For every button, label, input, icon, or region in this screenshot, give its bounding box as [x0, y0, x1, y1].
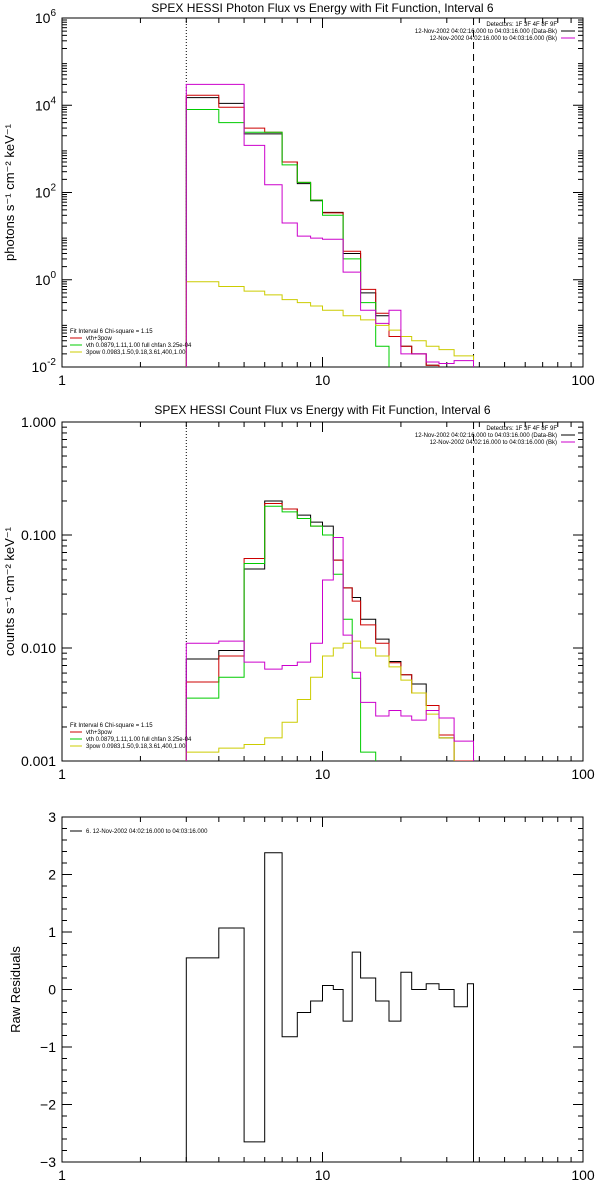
x-tick-label: 100	[571, 766, 595, 782]
chart-panel-2: SPEX HESSI Count Flux vs Energy with Fit…	[2, 403, 595, 782]
x-tick-label: 1	[58, 1167, 66, 1183]
x-tick-label: 1	[58, 372, 66, 388]
legend-left-entry: vth 0.0879,1.11,1.00 full chfan 3.25e-04	[86, 737, 192, 743]
legend-left-entry: vth+3pow	[86, 730, 113, 736]
y-tick-label: 0	[48, 982, 56, 998]
y-tick-label: −3	[40, 1154, 56, 1170]
legend-left-entry: vth+3pow	[86, 336, 113, 342]
y-tick-label: −1	[40, 1039, 56, 1055]
legend-left-entry: Fit Interval 6 Chi-square = 1.15	[70, 723, 153, 729]
y-tick-label: 100	[35, 270, 57, 288]
series-1-line	[185, 852, 474, 1162]
series-4-line	[185, 640, 474, 761]
legend-left-entry: Fit Interval 6 Chi-square = 1.15	[70, 329, 153, 335]
series-3-line	[185, 505, 377, 761]
x-tick-label: 100	[571, 372, 595, 388]
y-tick-label: 102	[35, 183, 57, 201]
legend-right-entry: 12-Nov-2002 04:02:16.000 to 04:03:16.000…	[415, 433, 557, 439]
legend-right-entry: 12-Nov-2002 04:02:16.000 to 04:03:16.000…	[430, 36, 557, 42]
series-5-line	[185, 537, 474, 761]
x-tick-label: 10	[315, 1167, 331, 1183]
legend-left-entry: vth 0.0879,1.11,1.00 full chfan 3.25e-04	[86, 343, 192, 349]
series-5-line	[185, 83, 474, 367]
legend-left-entry: 6. 12-Nov-2002 04:02:16.000 to 04:03:16.…	[86, 829, 208, 835]
series-2-line	[185, 503, 474, 761]
y-axis-label: Raw Residuals	[8, 946, 23, 1033]
plot-frame	[61, 17, 584, 368]
series-1-line	[185, 500, 474, 761]
legend-left-entry: 3pow 0.0983,1.50,9.18,3.61,400,1.00	[86, 350, 186, 356]
y-tick-label: 1.000	[21, 414, 56, 430]
y-tick-label: 104	[35, 95, 57, 113]
y-tick-label: 106	[35, 8, 57, 26]
y-tick-label: 0.010	[21, 640, 56, 656]
x-tick-label: 10	[315, 372, 331, 388]
chart-panel-1: SPEX HESSI Photon Flux vs Energy with Fi…	[2, 1, 595, 388]
y-tick-label: 3	[48, 809, 56, 825]
y-tick-label: 10-2	[32, 357, 57, 375]
legend-right-entry: Detectors: 1F 3F 4F 8F 9F	[486, 426, 557, 432]
legend-left-entry: 3pow 0.0983,1.50,9.18,3.61,400,1.00	[86, 744, 186, 750]
series-4-line	[185, 281, 474, 367]
legend-right-entry: 12-Nov-2002 04:02:16.000 to 04:03:16.000…	[415, 29, 557, 35]
y-tick-label: 1	[48, 924, 56, 940]
y-axis-label: photons s⁻¹ cm⁻² keV⁻¹	[2, 123, 17, 261]
series-3-line	[185, 109, 402, 367]
y-tick-label: −2	[40, 1097, 56, 1113]
x-tick-label: 10	[315, 766, 331, 782]
chart-title: SPEX HESSI Count Flux vs Energy with Fit…	[154, 403, 490, 417]
legend-right-entry: 12-Nov-2002 04:02:16.000 to 04:03:16.000…	[430, 440, 557, 446]
y-tick-label: 2	[48, 867, 56, 883]
chart-panel-3: Raw Residuals 1 10 100 −3 −2 −1 0 1 2 3 6. 12-Nov-2…	[8, 809, 595, 1183]
x-tick-label: 100	[571, 1167, 595, 1183]
series-1-line	[185, 97, 474, 367]
y-tick-label: 0.100	[21, 527, 56, 543]
y-axis-label: counts s⁻¹ cm⁻² keV⁻¹	[2, 526, 17, 656]
y-tick-label: 0.001	[21, 753, 56, 769]
x-tick-label: 1	[58, 766, 66, 782]
legend-right-entry: Detectors: 1F 3F 4F 8F 9F	[486, 22, 557, 28]
series-2-line	[185, 94, 474, 367]
chart-title: SPEX HESSI Photon Flux vs Energy with Fi…	[151, 1, 493, 15]
